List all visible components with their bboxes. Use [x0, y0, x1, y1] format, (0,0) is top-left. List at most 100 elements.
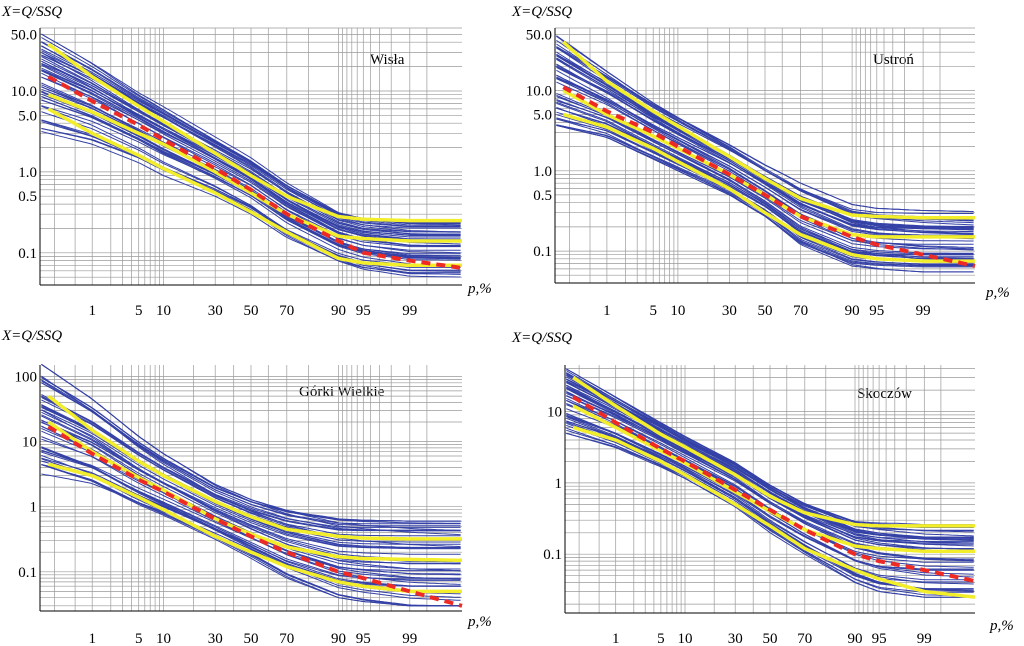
x-tick-label: 1 — [88, 303, 96, 319]
y-tick-label: 100 — [15, 370, 38, 386]
mean-curve-dashed — [47, 424, 463, 608]
x-axis-label: p,% — [467, 281, 492, 297]
annual-curve — [41, 411, 461, 550]
x-axis-label: p,% — [467, 614, 492, 630]
x-tick-label: 1 — [603, 303, 611, 319]
y-tick-label: 1 — [30, 500, 38, 516]
y-tick-label: 5.0 — [18, 108, 37, 124]
annual-curve — [41, 70, 461, 247]
annual-curve — [566, 372, 974, 541]
mean-curve-dashed — [572, 395, 976, 584]
x-tick-label: 30 — [722, 303, 737, 319]
x-tick-label: 90 — [331, 631, 346, 646]
y-tick-label: 10.0 — [526, 84, 552, 100]
y-axis-label: X=Q/SSQ — [1, 328, 62, 344]
x-tick-label: 30 — [728, 631, 743, 646]
station-label: Ustroń — [873, 52, 914, 68]
x-tick-label: 50 — [763, 631, 778, 646]
y-tick-label: 0.5 — [533, 188, 552, 204]
y-tick-label: 50.0 — [526, 27, 552, 43]
annual-curve — [41, 41, 461, 227]
annual-curve — [41, 396, 461, 537]
annual-curve — [41, 86, 461, 248]
x-tick-label: 5 — [135, 631, 143, 646]
upper-envelope — [562, 40, 975, 220]
annual-curve — [566, 378, 974, 526]
upper-envelope — [572, 376, 975, 528]
middle-curve — [47, 93, 462, 243]
annual-curve — [566, 368, 974, 541]
x-tick-label: 95 — [869, 303, 884, 319]
series-group — [566, 368, 976, 599]
x-tick-label: 5 — [657, 631, 665, 646]
annual-curve — [556, 74, 974, 248]
x-tick-label: 70 — [279, 631, 294, 646]
x-axis-label: p,% — [985, 285, 1010, 301]
grid — [40, 27, 462, 286]
x-tick-label: 5 — [649, 303, 657, 319]
x-tick-label: 50 — [758, 303, 773, 319]
series-group — [41, 33, 463, 278]
annual-curve — [556, 81, 974, 242]
x-tick-label: 99 — [916, 303, 931, 319]
annual-curve — [556, 76, 974, 230]
x-tick-label: 30 — [208, 303, 223, 319]
x-tick-label: 95 — [872, 631, 887, 646]
y-tick-label: 10 — [22, 435, 37, 451]
x-tick-label: 90 — [845, 303, 860, 319]
annual-curve — [41, 37, 461, 226]
annual-curve — [41, 395, 461, 528]
x-tick-label: 95 — [356, 303, 371, 319]
y-tick-label: 1 — [555, 476, 563, 492]
x-tick-label: 99 — [917, 631, 932, 646]
annual-curve — [41, 464, 461, 607]
annual-curve — [41, 45, 461, 233]
annual-curve — [556, 64, 974, 234]
x-tick-label: 1 — [88, 631, 96, 646]
x-tick-label: 10 — [678, 631, 693, 646]
annual-curve — [41, 464, 461, 607]
annual-curve — [41, 377, 461, 522]
y-tick-label: 0.5 — [18, 189, 37, 205]
panel-ustron: X=Q/SSQ p,% Ustroń 50.0 10.0 5.0 1.0 0.5 0.1 1… — [511, 4, 1010, 319]
annual-curve — [556, 65, 974, 220]
y-tick-label: 0.1 — [543, 547, 562, 563]
x-tick-label: 5 — [135, 303, 143, 319]
x-tick-label: 10 — [670, 303, 685, 319]
x-tick-label: 1 — [612, 631, 620, 646]
x-tick-label: 50 — [244, 631, 259, 646]
y-tick-label: 1.0 — [18, 165, 37, 181]
y-tick-label: 10.0 — [11, 84, 37, 100]
y-tick-label: 0.1 — [18, 246, 37, 262]
annual-curve — [556, 107, 974, 255]
upper-envelope — [47, 42, 462, 223]
annual-curve — [41, 447, 461, 601]
y-tick-label: 0.1 — [533, 244, 552, 260]
y-tick-label: 50.0 — [11, 27, 37, 43]
panel-skoczow: X=Q/SSQ p,% Skoczów 10 1 0.1 1 5 10 30 50 70 90 95… — [511, 330, 1014, 646]
y-axis-label: X=Q/SSQ — [511, 330, 572, 346]
annual-curve — [41, 60, 461, 247]
lower-envelope — [47, 107, 462, 268]
annual-curve — [41, 421, 461, 565]
mean-curve-dashed — [562, 85, 976, 269]
x-tick-label: 70 — [797, 631, 812, 646]
x-tick-label: 90 — [331, 303, 346, 319]
x-tick-label: 70 — [793, 303, 808, 319]
y-tick-label: 1.0 — [533, 164, 552, 180]
lower-envelope — [572, 425, 976, 599]
series-group — [556, 35, 976, 273]
series-group — [41, 363, 463, 608]
station-label: Skoczów — [857, 386, 912, 402]
x-tick-label: 50 — [244, 303, 259, 319]
upper-envelope — [47, 394, 462, 541]
x-axis-label: p,% — [989, 618, 1014, 634]
y-tick-label: 5.0 — [533, 108, 552, 124]
annual-curve — [556, 47, 974, 213]
annual-curve — [41, 409, 461, 572]
annual-curve — [566, 420, 974, 581]
lower-envelope — [47, 462, 462, 594]
x-tick-label: 30 — [208, 631, 223, 646]
y-tick-label: 0.1 — [18, 565, 37, 581]
